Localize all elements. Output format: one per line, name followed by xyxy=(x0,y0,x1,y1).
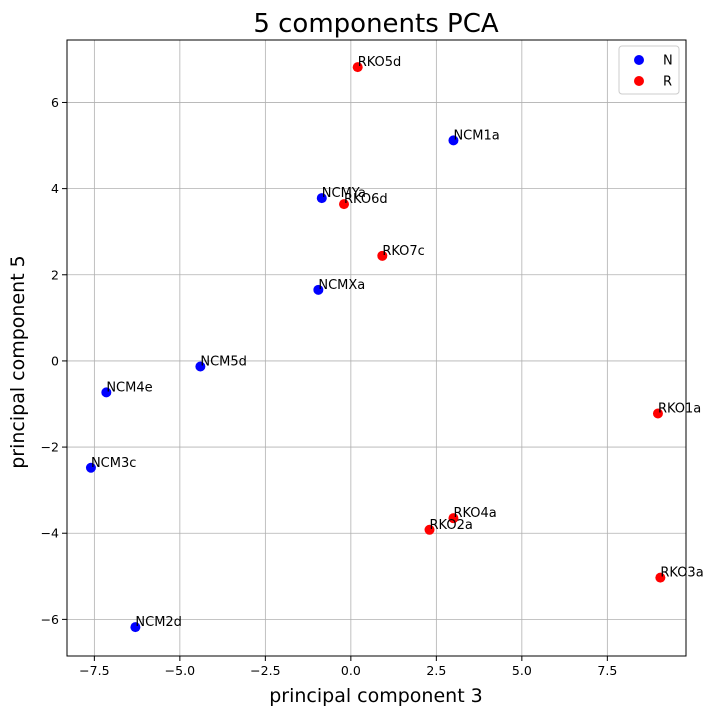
point-rko3a xyxy=(655,572,666,583)
legend-label-n: N xyxy=(663,54,673,69)
x-axis-ticks: −7.5 −5.0 −2.5 0.0 2.5 5.0 7.5 xyxy=(79,656,617,678)
point-label-rko6d: RKO6d xyxy=(344,192,388,207)
point-rko1a xyxy=(652,408,663,419)
chart-title: 5 components PCA xyxy=(253,9,499,39)
point-ncmxa xyxy=(313,284,324,295)
data-points xyxy=(85,62,666,633)
y-tick-label: 2 xyxy=(51,267,59,282)
grid-lines xyxy=(67,40,686,656)
legend: N R xyxy=(618,45,680,95)
point-rko7c xyxy=(377,250,388,261)
point-ncm3c xyxy=(85,462,96,473)
legend-marker-r xyxy=(634,76,644,86)
point-rko6d xyxy=(339,199,350,210)
point-label-ncmxa: NCMXa xyxy=(318,278,365,293)
point-label-rko3a: RKO3a xyxy=(660,566,703,581)
y-axis-label: principal component 5 xyxy=(7,255,29,469)
point-label-ncm3c: NCM3c xyxy=(91,456,136,471)
point-label-rko7c: RKO7c xyxy=(382,244,425,259)
point-label-ncm1a: NCM1a xyxy=(453,128,499,143)
x-tick-label: 5.0 xyxy=(512,663,532,678)
y-tick-label: −4 xyxy=(41,526,59,541)
x-tick-label: −2.5 xyxy=(250,663,280,678)
point-ncm5d xyxy=(195,361,206,372)
point-ncm1a xyxy=(448,135,459,146)
x-tick-label: 7.5 xyxy=(597,663,617,678)
x-tick-label: 2.5 xyxy=(426,663,446,678)
y-tick-label: −2 xyxy=(41,440,59,455)
point-ncmya xyxy=(316,193,327,204)
point-label-rko2a: RKO2a xyxy=(430,518,473,533)
point-rko5d xyxy=(352,62,363,73)
legend-box xyxy=(618,45,680,95)
y-tick-label: 6 xyxy=(51,95,59,110)
x-tick-label: −5.0 xyxy=(165,663,195,678)
point-ncm2d xyxy=(130,622,141,633)
x-tick-label: −7.5 xyxy=(79,663,109,678)
point-label-ncmya: NCMYa xyxy=(322,186,366,201)
legend-label-r: R xyxy=(663,75,672,90)
point-labels: NCM1a NCMYa NCMXa NCM5d NCM4e NCM3c NCM2d RKO5d… xyxy=(91,55,704,630)
point-rko2a xyxy=(424,524,435,535)
point-label-ncm4e: NCM4e xyxy=(106,380,152,395)
x-axis-label: principal component 3 xyxy=(269,685,483,707)
point-label-rko4a: RKO4a xyxy=(453,506,496,521)
y-tick-label: 0 xyxy=(51,353,59,368)
point-label-rko5d: RKO5d xyxy=(358,55,402,70)
y-tick-label: −6 xyxy=(41,612,59,627)
point-label-ncm2d: NCM2d xyxy=(135,615,182,630)
plot-area xyxy=(66,39,687,657)
point-label-rko1a: RKO1a xyxy=(658,401,701,416)
legend-marker-n xyxy=(634,55,644,65)
y-axis-ticks: −6 −4 −2 0 2 4 6 xyxy=(41,95,67,627)
point-label-ncm5d: NCM5d xyxy=(200,355,247,370)
point-rko4a xyxy=(448,513,459,524)
y-tick-label: 4 xyxy=(51,181,59,196)
x-tick-label: 0.0 xyxy=(341,663,361,678)
point-ncm4e xyxy=(101,387,112,398)
